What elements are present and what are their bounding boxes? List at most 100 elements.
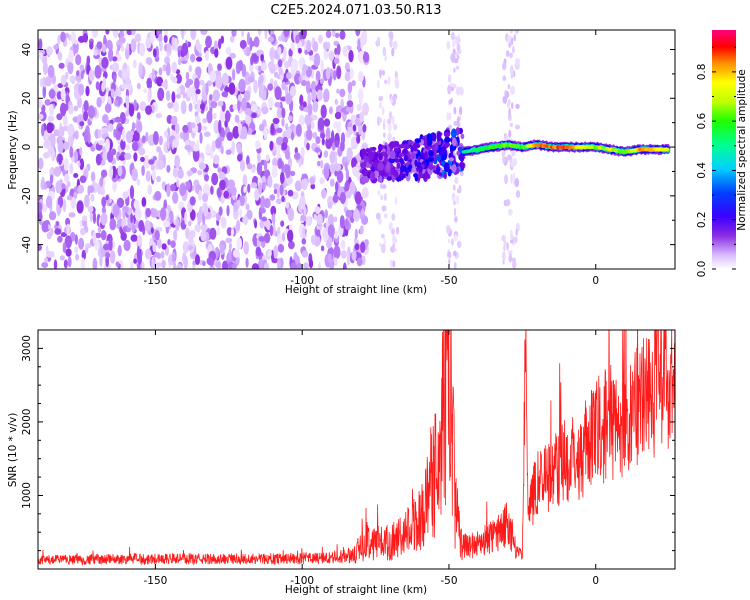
spectrogram-noise-blob xyxy=(182,91,186,99)
spectrogram-noise-blob xyxy=(46,122,54,134)
spectrogram-noise-blob xyxy=(312,41,319,53)
spectrogram-noise-blob xyxy=(41,262,49,268)
spectrogram-noise-blob xyxy=(49,174,54,185)
spectrogram-noise-blob xyxy=(194,77,200,90)
spectrogram-noise-blob xyxy=(67,134,74,147)
spectrogram-noise-blob xyxy=(70,31,76,44)
spectrogram-noise-blob xyxy=(359,225,364,235)
spectrogram-streak-blob xyxy=(509,122,514,128)
spectrogram-streak-blob xyxy=(389,259,394,268)
spectrogram-streak-blob xyxy=(389,31,394,41)
spectrogram-noise-blob xyxy=(112,204,120,218)
spectrogram-noise-blob xyxy=(58,153,63,166)
spectrogram-noise-blob xyxy=(309,176,316,185)
spectrogram-noise-blob xyxy=(69,146,74,158)
spectrogram-noise-blob xyxy=(243,241,249,255)
spectrogram-streak-blob xyxy=(515,124,520,130)
spectrogram-streak-blob xyxy=(384,193,387,202)
spectrogram-noise-blob xyxy=(176,263,183,269)
spectrogram-burst-blob xyxy=(403,154,409,162)
spectrogram-noise-blob xyxy=(253,79,258,94)
spectrogram-noise-blob xyxy=(104,138,110,152)
spectrogram-noise-blob xyxy=(308,259,314,269)
spectrogram-streak-blob xyxy=(513,70,516,78)
spectrogram-noise-blob xyxy=(163,220,170,228)
spectrogram-noise-blob xyxy=(263,232,271,244)
spectrogram-burst-blob xyxy=(414,174,418,182)
spectrogram-noise-blob xyxy=(66,195,73,201)
spectrogram-noise-blob xyxy=(339,215,345,229)
spectrogram-burst-blob xyxy=(444,136,451,143)
spectrogram-noise-blob xyxy=(189,196,196,206)
spectrogram-noise-blob xyxy=(147,184,152,195)
spectrogram-noise-blob xyxy=(60,75,67,86)
spectrogram-noise-blob xyxy=(175,218,180,232)
spectrogram-noise-blob xyxy=(133,99,137,111)
spectrogram-noise-blob xyxy=(42,84,47,99)
spectrogram-streak-blob xyxy=(391,213,396,221)
spectrogram-burst-blob xyxy=(422,135,426,140)
spectrogram-noise-blob xyxy=(94,232,102,239)
spectrogram-streak-blob xyxy=(378,101,382,109)
spectrogram-streak-blob xyxy=(457,240,462,249)
spectrogram-noise-blob xyxy=(325,127,331,140)
spectrogram-noise-blob xyxy=(165,90,171,102)
spectrogram-streak-blob xyxy=(391,47,395,57)
spectrogram-noise-blob xyxy=(167,239,171,246)
spectrogram-streak-blob xyxy=(394,70,398,79)
spectrogram-noise-blob xyxy=(274,86,282,100)
spectrogram-noise-blob xyxy=(242,174,248,188)
spectrogram-noise-blob xyxy=(97,226,102,233)
spectrogram-noise-blob xyxy=(50,227,54,236)
spectrogram-noise-blob xyxy=(325,30,332,39)
spectrogram-noise-blob xyxy=(55,221,60,226)
snr-background xyxy=(38,330,675,569)
spectrogram-streak-blob xyxy=(453,233,458,242)
spectrogram-noise-blob xyxy=(288,224,293,231)
spectrogram-noise-blob xyxy=(191,122,196,129)
spectrogram-noise-blob xyxy=(55,180,63,194)
spectrogram-noise-blob xyxy=(293,152,301,160)
spectrogram-noise-blob xyxy=(130,213,134,224)
spectrogram-noise-blob xyxy=(216,226,220,236)
spectrogram-noise-blob xyxy=(115,131,121,141)
spectrogram-noise-blob xyxy=(83,110,89,122)
spectrogram-noise-blob xyxy=(127,83,132,91)
spectrogram-noise-blob xyxy=(333,70,337,81)
spectrogram-noise-blob xyxy=(115,261,120,268)
spectrogram-noise-blob xyxy=(131,168,138,182)
spectrogram-noise-blob xyxy=(345,106,353,112)
spectrogram-noise-blob xyxy=(90,193,95,202)
spectrogram-noise-blob xyxy=(325,137,333,150)
spectrogram-noise-blob xyxy=(63,115,68,128)
spectrogram-trace-core xyxy=(665,147,670,152)
spectrogram-y-label: Frequency (Hz) xyxy=(7,110,19,189)
spectrogram-noise-blob xyxy=(124,152,132,160)
spectrogram-noise-blob xyxy=(263,126,268,141)
spectrogram-noise-blob xyxy=(251,167,256,174)
spectrogram-noise-blob xyxy=(101,57,109,69)
spectrogram-burst-blob xyxy=(367,151,375,161)
spectrogram-noise-blob xyxy=(87,131,91,144)
spectrogram-streak-blob xyxy=(507,208,513,216)
spectrogram-noise-blob xyxy=(38,157,44,170)
spectrogram-streak-blob xyxy=(454,177,459,184)
snr-x-ticks: -150 -100 -50 0 xyxy=(143,330,599,587)
spectrogram-noise-blob xyxy=(277,257,281,269)
spectrogram-noise-blob xyxy=(352,124,357,132)
spectrogram-noise-blob xyxy=(158,33,163,44)
spectrogram-noise-blob xyxy=(236,237,243,251)
spectrogram-noise-blob xyxy=(188,102,193,112)
spectrogram-streak-blob xyxy=(457,34,460,44)
spectrogram-noise-blob xyxy=(349,181,356,195)
spectrogram-burst-blob xyxy=(419,166,423,173)
spectrogram-burst-blob xyxy=(360,162,366,169)
spectrogram-noise-blob xyxy=(182,124,189,133)
spectrogram-streak-blob xyxy=(453,120,459,127)
spectrogram-burst-blob xyxy=(400,165,406,173)
spectrogram-noise-blob xyxy=(188,65,193,73)
spectrogram-burst-blob xyxy=(436,154,442,161)
spectrogram-noise-blob xyxy=(241,97,247,112)
spectrogram-noise-blob xyxy=(57,34,61,45)
spectrogram-noise-blob xyxy=(68,212,76,218)
